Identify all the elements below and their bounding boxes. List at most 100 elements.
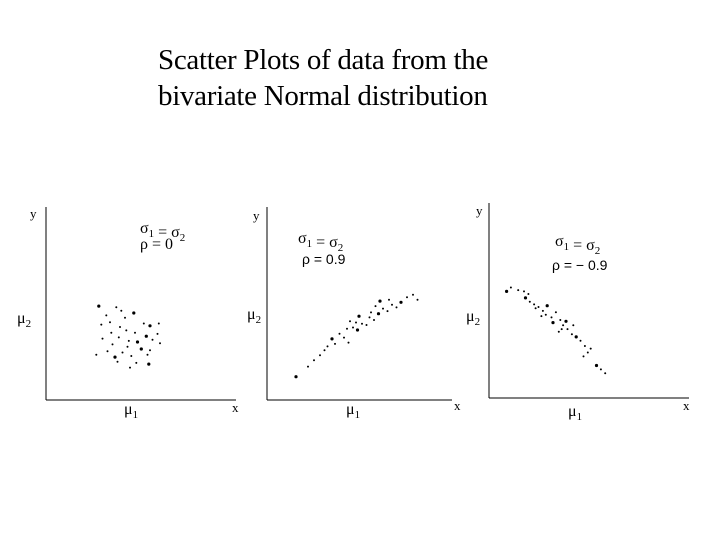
data-point (368, 316, 371, 319)
data-point (399, 300, 403, 304)
x-axis-label: x (454, 398, 461, 413)
sigma-annotation: σ1 = σ2 (555, 233, 600, 257)
y-axis-label: y (476, 203, 483, 218)
y-axis-label: y (253, 208, 260, 223)
data-point (294, 375, 298, 379)
data-point (347, 341, 350, 344)
data-point (134, 331, 136, 334)
data-point (110, 331, 113, 334)
data-point (121, 351, 124, 354)
chart-title-line-2: bivariate Normal distribution (158, 80, 488, 112)
data-point (517, 289, 520, 292)
data-point (545, 304, 549, 308)
data-point (528, 300, 531, 303)
data-point (540, 315, 543, 318)
data-point (97, 304, 101, 308)
data-point (156, 332, 159, 335)
data-point (391, 303, 393, 306)
rho-annotation: ρ = 0 (140, 236, 173, 253)
data-point (557, 330, 560, 333)
sigma-annotation: σ1 = σ2 (298, 230, 343, 254)
data-point (534, 307, 537, 310)
data-point (147, 362, 151, 366)
data-point (533, 303, 536, 306)
data-point (386, 310, 389, 313)
data-point (564, 319, 568, 323)
data-point (562, 324, 565, 327)
data-point (144, 334, 148, 338)
data-point (338, 332, 341, 335)
data-point (111, 343, 114, 346)
y-mean-label: μ2 (466, 308, 480, 328)
data-point (129, 366, 131, 369)
x-mean-label: μ1 (346, 401, 360, 421)
data-point (594, 363, 599, 368)
data-point (326, 345, 329, 348)
data-point (101, 337, 104, 340)
data-point (130, 355, 133, 357)
data-point (106, 350, 109, 353)
data-point (599, 368, 602, 371)
data-point (313, 359, 315, 362)
rho-annotation: ρ = 0.9 (302, 251, 346, 267)
data-point (365, 324, 368, 326)
data-point (307, 365, 309, 368)
data-point (395, 306, 398, 309)
data-point (376, 312, 381, 316)
data-point (566, 328, 569, 331)
data-point (135, 340, 140, 344)
data-point (406, 296, 408, 299)
data-point (537, 306, 540, 308)
data-point (554, 311, 557, 314)
data-point (355, 328, 360, 332)
x-axis-label: x (683, 398, 690, 413)
data-point (572, 324, 575, 327)
data-point (586, 351, 589, 354)
data-point (125, 329, 128, 332)
data-point (343, 336, 345, 339)
data-point (579, 339, 582, 342)
data-point (151, 338, 154, 341)
scatter-panel-2: y x μ1 μ2 σ1 = σ2ρ = 0.9 (247, 207, 461, 421)
data-point (149, 349, 151, 352)
chart-title: Scatter Plots of data from the bivariate… (158, 42, 678, 114)
data-point (373, 319, 375, 321)
scatter-panel-1: y x μ1 μ2 σ1 = σ2ρ = 0 (17, 206, 239, 421)
data-point (355, 321, 357, 324)
data-point (370, 311, 372, 314)
y-mean-label: μ2 (17, 310, 31, 330)
scatter-panel-3: y x μ1 μ2 σ1 = σ2ρ = − 0.9 (466, 203, 690, 423)
data-point (349, 320, 351, 323)
data-point (113, 355, 117, 359)
x-mean-label: μ1 (124, 401, 138, 421)
data-point (142, 322, 145, 325)
data-point (374, 305, 377, 308)
data-point (541, 309, 544, 312)
x-mean-label: μ1 (568, 403, 582, 423)
data-point (416, 298, 419, 301)
data-point (570, 333, 573, 336)
data-point (523, 296, 528, 300)
chart-title-line-1: Scatter Plots of data from the (158, 44, 489, 76)
y-mean-label: μ2 (247, 306, 261, 326)
data-point (330, 337, 334, 341)
data-point (509, 286, 512, 289)
data-point (583, 345, 586, 347)
data-point (527, 293, 530, 295)
data-point (120, 309, 123, 312)
data-point (352, 326, 354, 329)
data-point (119, 326, 121, 328)
data-point (115, 306, 118, 309)
data-point (105, 314, 108, 317)
data-point (139, 347, 143, 351)
data-point (560, 328, 563, 331)
data-point (117, 336, 120, 339)
data-point (544, 313, 547, 316)
rho-annotation: ρ = − 0.9 (552, 257, 608, 273)
data-point (382, 307, 384, 310)
data-point (505, 289, 509, 293)
data-point (346, 327, 348, 330)
data-point (124, 316, 126, 319)
data-point (126, 345, 129, 348)
